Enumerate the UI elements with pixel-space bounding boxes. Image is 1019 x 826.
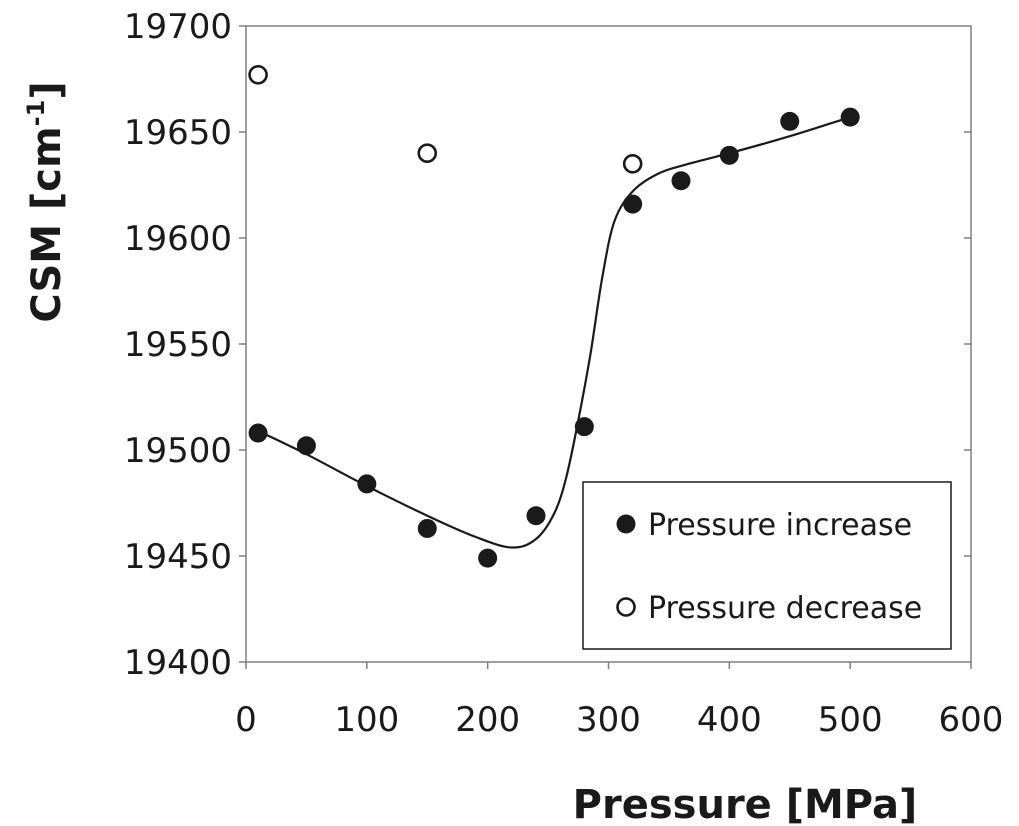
legend: Pressure increase Pressure decrease — [582, 481, 952, 650]
y-tick-label: 19400 — [124, 643, 232, 683]
increase-point-0 — [248, 423, 268, 443]
data-markers — [248, 64, 860, 568]
legend-box — [582, 481, 952, 650]
increase-point-9 — [719, 145, 739, 165]
increase-point-6 — [574, 417, 594, 437]
legend-label-pressure-decrease: Pressure decrease — [648, 591, 922, 626]
y-tick-label: 19450 — [124, 537, 232, 577]
y-axis-title-close: ] — [24, 81, 70, 99]
x-tick-label: 0 — [235, 700, 257, 740]
increase-point-7 — [623, 194, 643, 214]
y-axis-title-main: CSM [cm — [24, 126, 70, 322]
y-tick-label: 19550 — [124, 325, 232, 365]
legend-label-pressure-increase: Pressure increase — [648, 508, 912, 543]
decrease-point-2 — [622, 154, 643, 174]
legend-marker-pressure-increase — [616, 514, 636, 534]
y-axis-title-superscript: -1 — [22, 100, 50, 127]
x-tick-label: 200 — [455, 700, 520, 740]
decrease-point-1 — [417, 143, 438, 163]
increase-point-8 — [671, 171, 691, 191]
x-tick-label: 500 — [818, 700, 883, 740]
x-tick-label: 600 — [939, 700, 1004, 740]
increase-point-3 — [417, 518, 437, 538]
increase-point-5 — [526, 506, 546, 526]
x-axis-title: Pressure [MPa] — [573, 782, 918, 826]
x-tick-label: 300 — [576, 700, 641, 740]
x-tick-label: 100 — [334, 700, 399, 740]
increase-point-11 — [840, 107, 860, 127]
increase-point-2 — [357, 474, 377, 494]
legend-marker-pressure-decrease — [616, 597, 636, 617]
increase-point-1 — [296, 436, 316, 456]
y-axis-title: CSM [cm-1] — [22, 81, 70, 322]
y-tick-label: 19700 — [124, 7, 232, 47]
axis-ticks — [239, 25, 972, 669]
y-tick-label: 19650 — [124, 113, 232, 153]
increase-point-10 — [780, 111, 800, 131]
y-tick-label: 19500 — [124, 431, 232, 471]
tick-labels: 0 100 200 300 400 500 600 19400 19450 19500 19550 1… — [124, 7, 1004, 740]
x-tick-label: 400 — [697, 700, 762, 740]
y-tick-label: 19600 — [124, 219, 232, 259]
decrease-point-0 — [248, 64, 268, 85]
increase-point-4 — [478, 548, 498, 568]
